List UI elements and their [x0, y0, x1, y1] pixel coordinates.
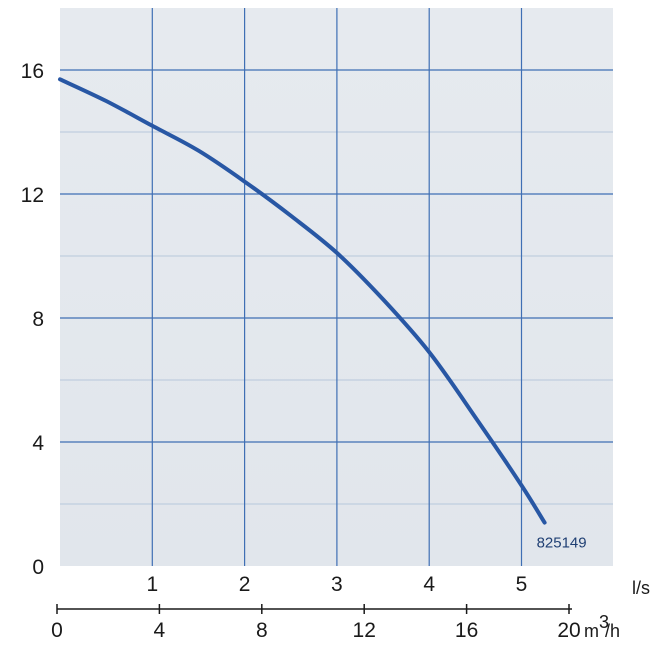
y-tick-label: 8 — [32, 308, 44, 331]
x-tick-label-ls: 3 — [331, 573, 343, 596]
series-line-825149 — [58, 77, 547, 525]
x-tick-label-m3h: 4 — [154, 619, 166, 642]
x-axis-unit-m3h-sup: 3 — [599, 612, 609, 632]
x-tick-label-m3h: 12 — [353, 619, 376, 642]
x-tick-label-m3h: 20 — [557, 619, 580, 642]
x-axis-unit-ls: l/s — [632, 578, 650, 598]
series-label-825149: 825149 — [537, 535, 587, 552]
y-tick-label: 0 — [32, 556, 44, 579]
x-tick-label-ls: 1 — [146, 573, 158, 596]
x-axis-unit-m3h-base: m — [584, 621, 599, 641]
x-tick-label-ls: 4 — [423, 573, 435, 596]
x-tick-label-m3h: 0 — [51, 619, 63, 642]
x-axis-unit-m3h-rest: /h — [605, 621, 620, 641]
y-tick-label: 4 — [32, 432, 44, 455]
y-tick-label: 12 — [21, 184, 44, 207]
x-tick-label-ls: 5 — [516, 573, 528, 596]
x-tick-label-m3h: 8 — [256, 619, 268, 642]
x-tick-label-ls: 2 — [239, 573, 251, 596]
x-tick-label-m3h: 16 — [455, 619, 478, 642]
y-tick-label: 16 — [21, 60, 44, 83]
